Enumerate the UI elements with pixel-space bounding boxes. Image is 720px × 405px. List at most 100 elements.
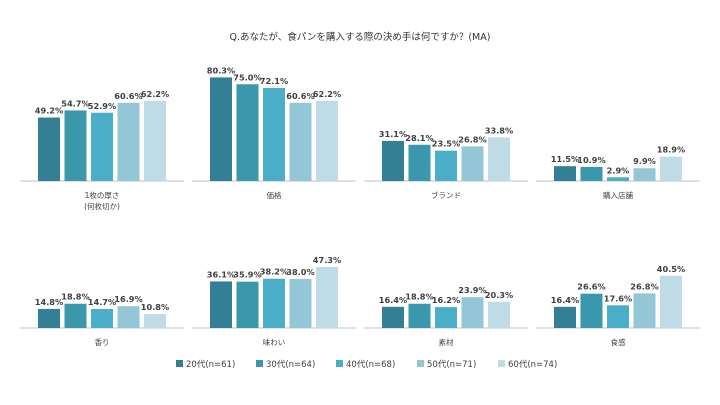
bar (64, 110, 87, 181)
data-label: 26.8% (630, 281, 658, 291)
bar (554, 306, 576, 328)
category-label: 食感 (611, 337, 626, 347)
panel: 80.3%75.0%72.1% 60.6%62.2% 価格 (192, 65, 356, 200)
bar (408, 144, 431, 181)
bar (435, 150, 457, 181)
data-label: 23.5% (432, 139, 460, 149)
legend-item: 60代(n=74) (498, 359, 557, 370)
bar (488, 137, 510, 181)
data-label: 31.1% (379, 129, 407, 139)
bar (289, 278, 312, 328)
bar (660, 275, 682, 328)
legend-item: 50代(n=71) (417, 359, 476, 370)
data-label: 40.5% (657, 264, 685, 274)
panel: 36.1%35.9%38.2%38.0% 47.3% 味わい (192, 255, 356, 347)
legend-swatch (256, 360, 263, 367)
bar (38, 117, 60, 181)
bar (461, 297, 484, 328)
data-label: 16.4% (551, 295, 579, 305)
bar (236, 84, 259, 181)
data-label: 60.6% (114, 91, 142, 101)
chart-title: Q.あなたが、食パンを購入する際の決め手は何ですか？(MA) (230, 31, 491, 43)
bar (633, 293, 656, 328)
legend: 20代(n=61) 30代(n=64) 40代(n=68) 50代(n=71) 60代(… (176, 359, 557, 370)
category-label: 香り (95, 337, 110, 347)
legend-label: 40代(n=68) (346, 359, 395, 370)
bar (64, 303, 87, 328)
legend-item: 30代(n=64) (256, 359, 315, 370)
bar (210, 77, 232, 181)
bar (289, 102, 312, 181)
bar (382, 306, 404, 328)
data-label: 72.1% (260, 76, 288, 86)
bar (660, 156, 682, 181)
panel: 16.4%18.8%16.2%23.9%20.3% 素材 (364, 285, 528, 347)
category-label: 味わい (263, 337, 286, 347)
data-label: 23.9% (458, 285, 486, 295)
data-label: 52.9% (88, 101, 116, 111)
bar (580, 293, 603, 328)
bar (488, 301, 510, 328)
bar (607, 177, 629, 181)
data-label: 2.9% (607, 165, 630, 175)
panel: 14.8%18.8%14.7%16.9%10.8% 香り (20, 292, 184, 347)
bar (117, 306, 140, 328)
legend-item: 40代(n=68) (336, 359, 395, 370)
bar (263, 278, 285, 328)
bar (91, 112, 113, 181)
data-label: 62.2% (141, 89, 169, 99)
bar (633, 168, 656, 181)
bar (382, 140, 404, 181)
category-label: 購入店舗 (603, 190, 633, 200)
data-label: 18.9% (657, 145, 685, 155)
legend-item: 20代(n=61) (176, 359, 235, 370)
legend-swatch (336, 360, 343, 367)
legend-swatch (498, 360, 505, 367)
data-label: 14.7% (88, 297, 116, 307)
bar (408, 303, 431, 328)
bar (435, 307, 457, 328)
bar (117, 102, 140, 181)
data-label: 20.3% (485, 290, 513, 300)
data-label: 16.9% (114, 294, 142, 304)
panel: 11.5%10.9%2.9%9.9%18.9% 購入店舗 (536, 145, 700, 200)
data-label: 38.2% (260, 267, 288, 277)
legend-label: 50代(n=71) (427, 359, 476, 370)
data-label: 11.5% (551, 154, 579, 164)
data-label: 33.8% (485, 125, 513, 135)
category-label: ブランド (431, 190, 461, 200)
data-label: 49.2% (35, 106, 63, 116)
bar (316, 100, 338, 181)
bar (38, 308, 60, 328)
bar (580, 166, 603, 181)
category-label: 1枚の厚さ(何枚切か) (84, 190, 120, 211)
legend-swatch (417, 360, 424, 367)
data-label: 28.1% (405, 133, 433, 143)
category-label: 価格 (267, 190, 282, 200)
data-label: 47.3% (313, 255, 341, 265)
data-label: 75.0% (233, 72, 261, 82)
bar (607, 305, 629, 328)
bar (236, 281, 259, 328)
data-label: 10.9% (577, 155, 605, 165)
data-label: 26.8% (458, 134, 486, 144)
data-label: 54.7% (61, 98, 89, 108)
category-label: 素材 (439, 337, 454, 347)
bar (461, 146, 484, 181)
data-label: 10.8% (141, 302, 169, 312)
bar (316, 266, 338, 328)
data-label: 26.6% (577, 282, 605, 292)
data-label: 16.4% (379, 295, 407, 305)
panel: 49.2%54.7%52.9%60.6%62.2% 1枚の厚さ(何枚切か) (20, 89, 184, 211)
bar (91, 309, 113, 328)
data-label: 62.2% (313, 89, 341, 99)
panel: 31.1%28.1%23.5%26.8%33.8% ブランド (364, 125, 528, 200)
bar (210, 281, 232, 328)
legend-label: 30代(n=64) (266, 359, 315, 370)
plot-area: 49.2%54.7%52.9%60.6%62.2%1枚の厚さ(何枚切か)80.3… (20, 65, 700, 347)
data-label: 18.8% (61, 292, 89, 302)
bar (144, 100, 166, 181)
data-label: 17.6% (604, 293, 632, 303)
bar (263, 87, 285, 181)
